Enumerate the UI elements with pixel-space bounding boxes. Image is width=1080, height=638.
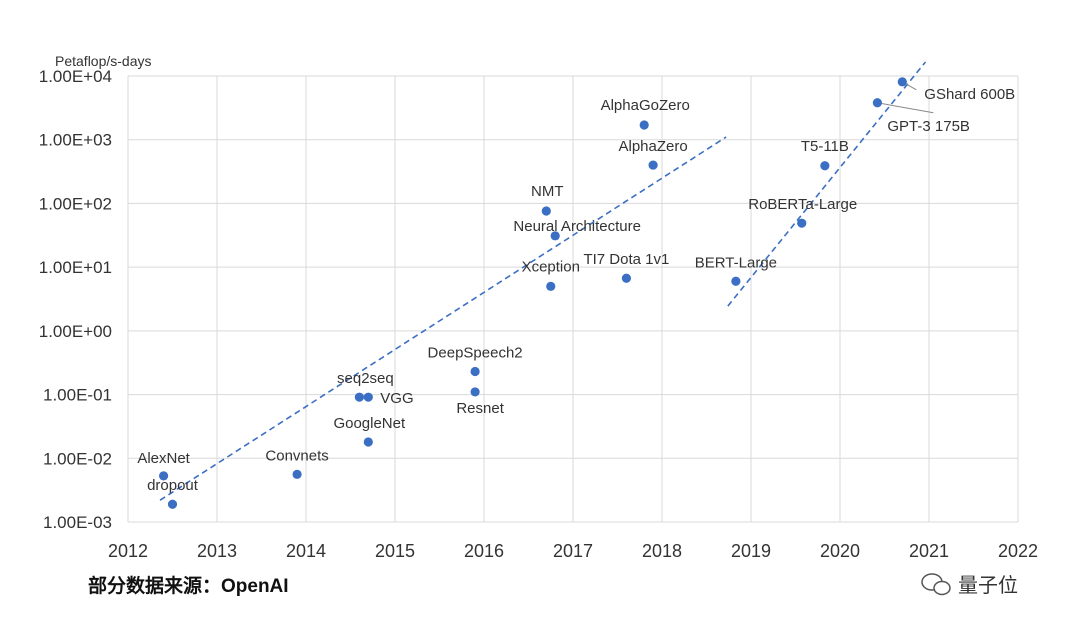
data-point: Resnet	[456, 387, 505, 417]
y-tick-label: 1.00E+01	[39, 258, 112, 277]
point-marker	[470, 387, 480, 397]
y-axis-title: Petaflop/s-days	[55, 53, 152, 69]
point-label: DeepSpeech2	[428, 345, 523, 362]
data-point: dropout	[147, 477, 199, 509]
y-tick-label: 1.00E-01	[43, 386, 112, 405]
point-label: Convnets	[265, 447, 328, 464]
x-tick-label: 2016	[464, 541, 504, 561]
point-marker	[363, 392, 373, 402]
x-tick-label: 2014	[286, 541, 326, 561]
point-marker	[648, 160, 658, 170]
wechat-icon	[921, 573, 951, 596]
point-label: GPT-3 175B	[887, 118, 970, 135]
data-point: NMT	[531, 183, 564, 216]
x-tick-label: 2020	[820, 541, 860, 561]
trendlines	[159, 61, 927, 501]
point-marker	[546, 281, 556, 291]
point-label: AlphaZero	[618, 138, 687, 155]
watermark: 量子位	[958, 574, 1018, 597]
point-marker	[731, 276, 741, 286]
point-marker	[639, 120, 649, 130]
data-point: AlphaZero	[618, 138, 688, 170]
point-label: VGG	[380, 390, 413, 407]
data-point: DeepSpeech2	[428, 345, 523, 377]
point-label: AlphaGoZero	[601, 97, 690, 114]
y-tick-label: 1.00E+03	[39, 131, 112, 150]
point-label: TI7 Dota 1v1	[583, 251, 669, 268]
data-point: Convnets	[265, 447, 329, 479]
data-point: GoogleNet	[333, 415, 406, 447]
point-label: GShard 600B	[924, 86, 1015, 103]
point-marker	[820, 161, 830, 171]
point-label: Xception	[522, 258, 580, 275]
point-marker	[354, 392, 364, 402]
trendline	[727, 61, 927, 307]
point-marker	[872, 98, 882, 108]
point-marker	[167, 499, 178, 509]
data-point: TI7 Dota 1v1	[583, 251, 669, 283]
data-point: T5-11B	[801, 138, 849, 171]
point-marker	[541, 206, 551, 216]
data-point: GPT-3 175B	[872, 98, 970, 135]
data-points: AlexNet dropout Convnets seq2seq VGG GoogleNe…	[137, 77, 1015, 509]
data-point: AlexNet	[137, 450, 191, 481]
point-label: seq2seq	[337, 370, 394, 387]
x-tick-label: 2012	[108, 541, 148, 561]
leader-line	[877, 102, 934, 114]
x-tick-label: 2017	[553, 541, 593, 561]
data-point: VGG	[363, 390, 414, 407]
point-marker	[159, 471, 169, 481]
point-label: AlexNet	[137, 450, 190, 467]
point-marker	[470, 366, 480, 377]
point-label: dropout	[147, 477, 199, 494]
x-axis: 2012 2013 2014 2015 2016 2017 2018 2019 2020 2021…	[108, 541, 1038, 561]
y-tick-label: 1.00E+00	[39, 322, 112, 341]
point-marker	[621, 273, 632, 283]
x-tick-label: 2019	[731, 541, 771, 561]
point-label: NMT	[531, 183, 564, 200]
point-label: Resnet	[456, 400, 504, 417]
data-point: GShard 600B	[897, 77, 1015, 103]
x-tick-label: 2022	[998, 541, 1038, 561]
x-tick-label: 2018	[642, 541, 682, 561]
trendline	[159, 136, 727, 501]
y-tick-label: 1.00E-02	[43, 449, 112, 468]
y-tick-label: 1.00E+02	[39, 194, 112, 213]
point-label: T5-11B	[801, 138, 849, 155]
y-axis: 1.00E-03 1.00E-02 1.00E-01 1.00E+00 1.00E+01…	[39, 67, 112, 532]
x-tick-label: 2021	[909, 541, 949, 561]
x-tick-label: 2013	[197, 541, 237, 561]
y-tick-label: 1.00E-03	[43, 513, 112, 532]
point-marker	[363, 437, 373, 447]
data-point: RoBERTa-Large	[748, 196, 857, 228]
point-marker	[897, 77, 907, 87]
point-label: RoBERTa-Large	[748, 196, 857, 213]
point-marker	[797, 218, 807, 228]
data-point: BERT-Large	[695, 254, 777, 286]
data-point: Xception	[522, 258, 580, 291]
point-marker	[292, 469, 302, 479]
y-tick-label: 1.00E+04	[39, 67, 112, 86]
point-marker	[550, 231, 560, 241]
point-label: GoogleNet	[333, 415, 406, 432]
data-point: AlphaGoZero	[601, 97, 690, 130]
point-label: BERT-Large	[695, 254, 777, 271]
source-note: 部分数据来源：OpenAI	[88, 574, 289, 597]
data-point: seq2seq	[337, 370, 394, 402]
data-point: Neural Architecture	[513, 218, 641, 241]
grid	[127, 75, 1019, 523]
x-tick-label: 2015	[375, 541, 415, 561]
point-label: Neural Architecture	[513, 218, 641, 235]
